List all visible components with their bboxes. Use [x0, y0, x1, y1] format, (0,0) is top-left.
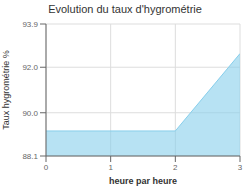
- svg-text:90.0: 90.0: [22, 109, 38, 118]
- svg-text:1: 1: [108, 163, 113, 172]
- svg-text:92.0: 92.0: [22, 63, 38, 72]
- svg-text:2: 2: [173, 163, 178, 172]
- svg-text:Taux hygrométrie %: Taux hygrométrie %: [8, 50, 11, 130]
- svg-text:93.9: 93.9: [22, 20, 38, 29]
- svg-text:3: 3: [238, 163, 242, 172]
- svg-text:heure par heure: heure par heure: [109, 176, 177, 186]
- html-text:Evolution du taux d'hygrométri: Evolution du taux d'hygrométrie: [48, 3, 202, 15]
- svg-text:88.1: 88.1: [22, 152, 38, 161]
- svg-text:0: 0: [44, 163, 49, 172]
